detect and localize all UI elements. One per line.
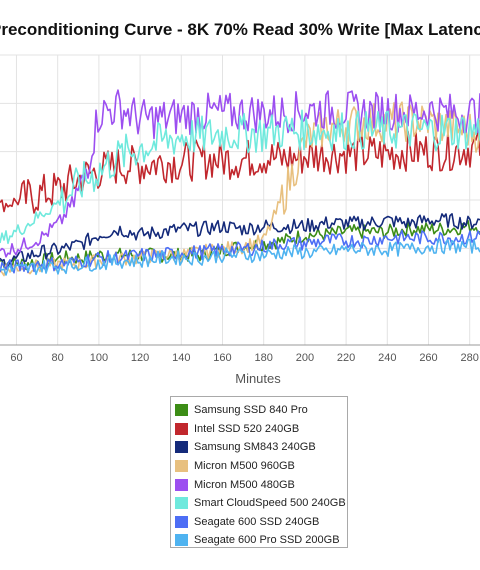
legend-item: Seagate 600 Pro SSD 200GB xyxy=(175,531,347,550)
legend-label: Samsung SSD 840 Pro xyxy=(194,404,308,417)
legend-swatch xyxy=(175,534,188,547)
x-tick-label: 220 xyxy=(337,352,355,364)
legend-swatch xyxy=(175,404,188,417)
legend-swatch xyxy=(175,497,188,510)
legend-label: Micron M500 480GB xyxy=(194,478,295,491)
series-line-2 xyxy=(0,213,480,270)
x-tick-label: 180 xyxy=(255,352,273,364)
chart-title: Preconditioning Curve - 8K 70% Read 30% … xyxy=(0,20,480,39)
x-tick-label: 160 xyxy=(213,352,231,364)
x-tick-label: 120 xyxy=(131,352,149,364)
legend-item: Smart CloudSpeed 500 240GB xyxy=(175,494,347,513)
series-line-7 xyxy=(0,238,480,276)
legend-swatch xyxy=(175,460,188,473)
legend-swatch xyxy=(175,515,188,528)
legend-item: Intel SSD 520 240GB xyxy=(175,420,347,439)
legend-label: Micron M500 960GB xyxy=(194,460,295,473)
series-line-1 xyxy=(0,128,480,214)
x-tick-label: 60 xyxy=(10,352,22,364)
legend-swatch xyxy=(175,422,188,435)
legend-label: Seagate 600 Pro SSD 200GB xyxy=(194,534,340,547)
series-line-5 xyxy=(0,109,480,245)
legend-item: Samsung SSD 840 Pro xyxy=(175,401,347,420)
x-axis-label: Minutes xyxy=(235,371,281,386)
legend-swatch xyxy=(175,478,188,491)
series-line-4 xyxy=(0,89,480,258)
legend-item: Micron M500 480GB xyxy=(175,475,347,494)
legend-swatch xyxy=(175,441,188,454)
x-tick-label: 280 xyxy=(461,352,479,364)
x-tick-label: 260 xyxy=(419,352,437,364)
legend-item: Micron M500 960GB xyxy=(175,457,347,476)
legend-item: Seagate 600 SSD 240GB xyxy=(175,513,347,532)
legend-label: Intel SSD 520 240GB xyxy=(194,422,300,435)
legend-label: Smart CloudSpeed 500 240GB xyxy=(194,497,346,510)
chart-legend: Samsung SSD 840 Pro Intel SSD 520 240GB Sa… xyxy=(170,396,348,548)
x-tick-label: 80 xyxy=(52,352,64,364)
x-tick-label: 200 xyxy=(296,352,314,364)
legend-label: Seagate 600 SSD 240GB xyxy=(194,515,320,528)
line-chart: 60 80 100 120 140 160 180 200 220 240 260 280 Minute… xyxy=(0,54,480,386)
legend-item: Samsung SM843 240GB xyxy=(175,438,347,457)
series-line-6 xyxy=(0,229,480,274)
x-tick-label: 140 xyxy=(172,352,190,364)
x-tick-label: 240 xyxy=(378,352,396,364)
x-tick-label: 100 xyxy=(90,352,108,364)
legend-label: Samsung SM843 240GB xyxy=(194,441,316,454)
